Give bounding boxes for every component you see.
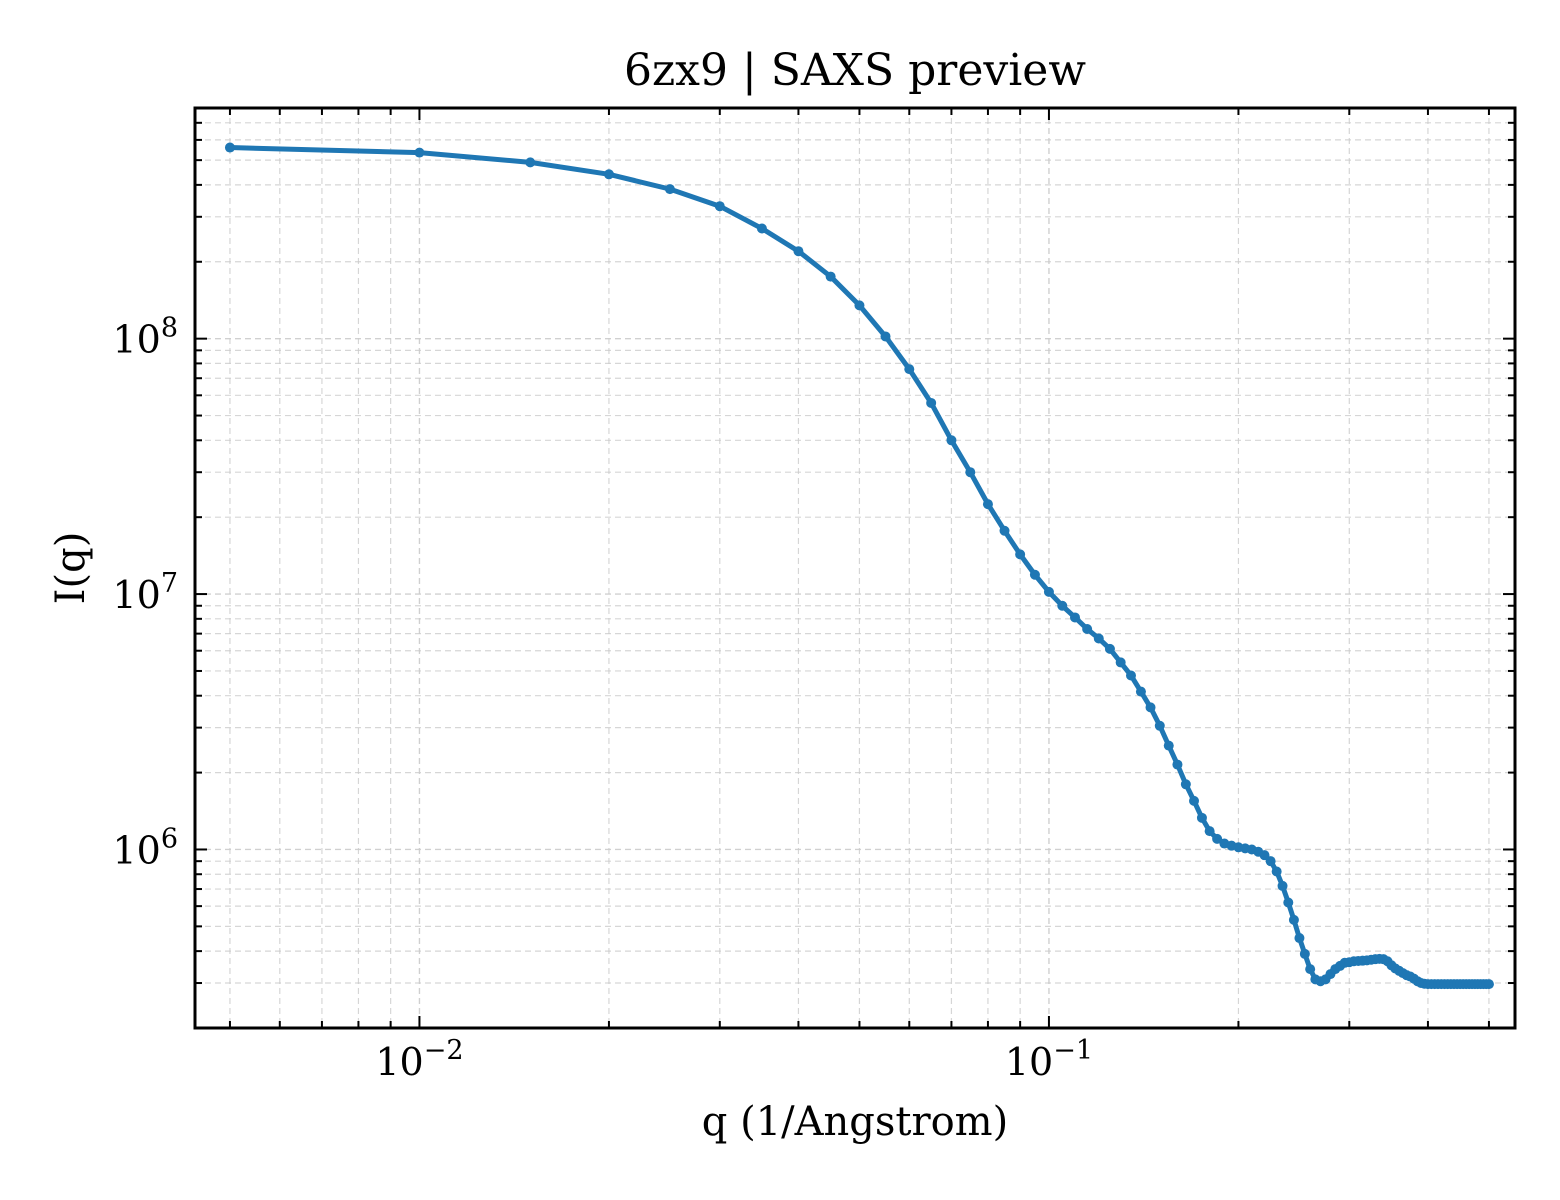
data-point bbox=[1093, 633, 1104, 644]
data-point bbox=[1115, 657, 1126, 668]
data-point bbox=[982, 499, 993, 510]
data-point bbox=[414, 147, 425, 158]
y-tick-label: 106 bbox=[112, 823, 178, 872]
data-point bbox=[1212, 833, 1223, 844]
data-point bbox=[965, 467, 976, 478]
data-point bbox=[1029, 569, 1040, 580]
data-point bbox=[1180, 779, 1191, 790]
x-tick-label: 10−1 bbox=[1005, 1035, 1093, 1084]
data-point bbox=[224, 142, 235, 153]
data-series bbox=[224, 142, 1494, 990]
data-point bbox=[1305, 964, 1316, 975]
y-axis-label: I(q) bbox=[48, 532, 94, 605]
data-point bbox=[1057, 600, 1068, 611]
data-point bbox=[1163, 740, 1174, 751]
data-point bbox=[1259, 850, 1270, 861]
data-point bbox=[1125, 670, 1136, 681]
data-point bbox=[1070, 612, 1080, 623]
data-point bbox=[1271, 866, 1282, 877]
data-point bbox=[1204, 826, 1215, 837]
data-point bbox=[999, 525, 1010, 536]
data-point bbox=[1483, 979, 1494, 990]
data-point bbox=[1043, 586, 1054, 597]
y-tick-label: 107 bbox=[112, 568, 178, 617]
data-point bbox=[1265, 856, 1276, 867]
plot-frame bbox=[193, 106, 1517, 1030]
data-point bbox=[1015, 549, 1026, 560]
data-point bbox=[1283, 897, 1294, 908]
chart-title: 6zx9 | SAXS preview bbox=[624, 45, 1086, 96]
data-point bbox=[926, 397, 937, 408]
data-point bbox=[1082, 623, 1093, 634]
data-point bbox=[825, 271, 836, 282]
data-point bbox=[1196, 812, 1207, 823]
y-tick-label: 108 bbox=[112, 313, 178, 362]
data-point bbox=[1277, 880, 1288, 891]
data-point bbox=[854, 300, 865, 311]
data-point bbox=[1135, 686, 1146, 697]
grid bbox=[195, 107, 1515, 1029]
data-point bbox=[714, 201, 725, 212]
axis-ticks: 10−2 10−1 106 107 108 bbox=[112, 107, 1515, 1084]
data-point bbox=[904, 364, 915, 375]
data-point bbox=[525, 157, 536, 168]
data-point bbox=[1294, 933, 1305, 944]
data-point bbox=[1172, 759, 1183, 770]
data-point bbox=[1288, 914, 1299, 925]
data-point bbox=[1154, 720, 1165, 731]
data-point bbox=[1189, 795, 1200, 806]
data-point bbox=[1104, 643, 1115, 654]
data-point bbox=[946, 435, 957, 446]
x-axis-label: q (1/Angstrom) bbox=[702, 1099, 1008, 1145]
data-point bbox=[1145, 702, 1156, 713]
data-point bbox=[1299, 948, 1310, 959]
data-point bbox=[793, 246, 804, 257]
data-point bbox=[880, 331, 891, 342]
data-point bbox=[664, 184, 675, 195]
data-point bbox=[756, 223, 767, 234]
x-tick-label: 10−2 bbox=[375, 1035, 463, 1084]
data-point bbox=[603, 169, 614, 180]
